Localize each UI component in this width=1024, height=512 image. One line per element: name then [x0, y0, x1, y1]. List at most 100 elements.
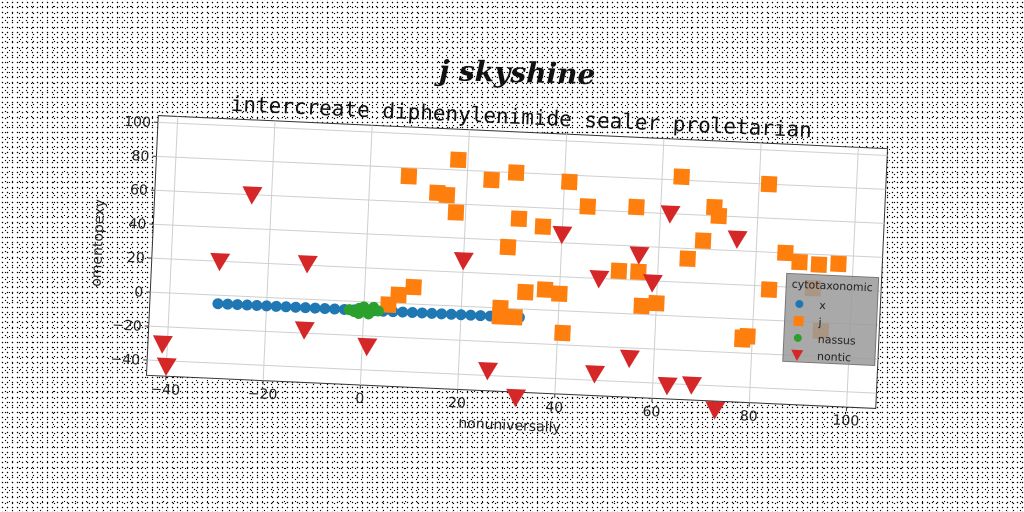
data-point-j	[507, 164, 525, 182]
data-point-x	[270, 300, 282, 312]
data-point-nontic	[453, 251, 474, 271]
y-gridline	[153, 223, 883, 258]
data-point-j	[561, 173, 578, 191]
y-tick-label: 80	[131, 148, 150, 165]
data-point-nontic	[294, 321, 315, 340]
x-tick-label: 0	[355, 391, 365, 407]
y-tick-label: 40	[128, 216, 147, 233]
data-point-j	[554, 324, 571, 342]
x-tick-label: 80	[739, 408, 758, 425]
data-point-x	[455, 309, 467, 321]
plot-area: −40 −20 0 20 40 60 80 100 −40 −20 0 20 40 60 80 100 nonu…	[88, 114, 889, 437]
legend-marker	[795, 300, 804, 309]
data-point-x	[474, 310, 486, 322]
data-point-j	[734, 329, 751, 347]
data-point-j	[710, 207, 728, 225]
data-point-x	[212, 298, 224, 310]
data-point-j	[447, 204, 465, 221]
data-point-x	[261, 300, 273, 312]
y-gridline	[157, 121, 888, 156]
data-point-j	[534, 218, 552, 235]
data-point-j	[499, 238, 517, 256]
data-point-nontic	[242, 186, 263, 205]
data-point-j	[628, 198, 645, 216]
data-point-x	[309, 302, 321, 314]
y-gridline	[150, 291, 880, 326]
x-tick-label: 100	[832, 412, 859, 429]
legend-marker	[793, 333, 802, 342]
x-gridline	[651, 138, 665, 399]
x-gridline	[165, 116, 179, 377]
data-point-j	[610, 262, 628, 280]
data-point-j	[679, 250, 697, 268]
data-point-j	[506, 308, 523, 326]
data-point-j	[633, 297, 651, 315]
legend-title: cytotaxonomic	[791, 278, 873, 295]
data-point-nontic	[642, 274, 663, 293]
data-point-j	[517, 283, 534, 301]
data-point-j	[491, 308, 509, 325]
data-point-x	[222, 298, 234, 310]
data-point-x	[231, 299, 243, 311]
legend-label: x	[819, 299, 827, 312]
data-point-nontic	[619, 349, 640, 369]
legend-label: nassus	[818, 333, 857, 348]
x-tick-label: −40	[150, 382, 180, 399]
x-tick-label: 60	[642, 404, 661, 421]
data-point-j	[536, 281, 554, 298]
y-tick-label: −40	[110, 351, 140, 368]
data-point-j	[579, 198, 597, 215]
data-point-nontic	[210, 252, 231, 272]
chart-suptitle: j skyshine	[434, 54, 596, 91]
series-nassus	[343, 301, 384, 320]
data-point-j	[694, 232, 712, 250]
data-point-x	[426, 307, 438, 319]
data-point-nassus	[368, 301, 380, 313]
x-gridline	[748, 142, 762, 403]
data-point-j	[400, 167, 418, 185]
legend-label: j	[817, 316, 822, 329]
y-axis-label: omentopexy	[88, 199, 108, 287]
data-point-nontic	[585, 365, 606, 384]
x-gridline	[262, 120, 276, 381]
data-point-nontic	[357, 337, 378, 357]
legend-box	[782, 272, 880, 367]
data-point-j	[510, 210, 528, 228]
data-point-x	[241, 299, 253, 311]
x-axis-label: nonuniversally	[458, 416, 561, 437]
data-point-x	[280, 301, 292, 313]
data-point-nontic	[727, 230, 748, 249]
data-point-x	[290, 301, 302, 313]
x-tick-label: −20	[247, 386, 277, 403]
data-point-j	[629, 263, 647, 281]
legend-marker	[791, 349, 804, 361]
data-point-j	[551, 285, 568, 303]
data-point-j	[830, 255, 847, 273]
legend: cytotaxonomic xj nassus nontic	[782, 272, 880, 367]
data-point-nontic	[156, 357, 177, 376]
data-point-x	[436, 308, 448, 320]
data-point-x	[299, 302, 311, 314]
data-point-j	[483, 171, 500, 189]
data-point-nontic	[478, 361, 499, 381]
data-point-j	[791, 253, 808, 271]
y-tick-label: −20	[112, 317, 142, 334]
y-tick-label: 0	[134, 284, 144, 300]
data-point-j	[405, 278, 422, 296]
data-point-j	[673, 168, 690, 186]
data-point-j	[438, 186, 456, 204]
series-nontic	[152, 186, 748, 420]
data-point-j	[760, 281, 778, 298]
y-gridline	[147, 359, 877, 394]
x-tick-label: 20	[448, 395, 467, 412]
y-tick-label: 60	[130, 182, 149, 199]
data-point-j	[760, 175, 778, 193]
data-point-x	[406, 307, 418, 319]
data-point-nontic	[152, 335, 173, 354]
legend-marker	[793, 315, 804, 327]
y-gridline	[148, 325, 878, 360]
data-point-x	[397, 306, 409, 318]
x-tick-label: 40	[545, 399, 564, 416]
